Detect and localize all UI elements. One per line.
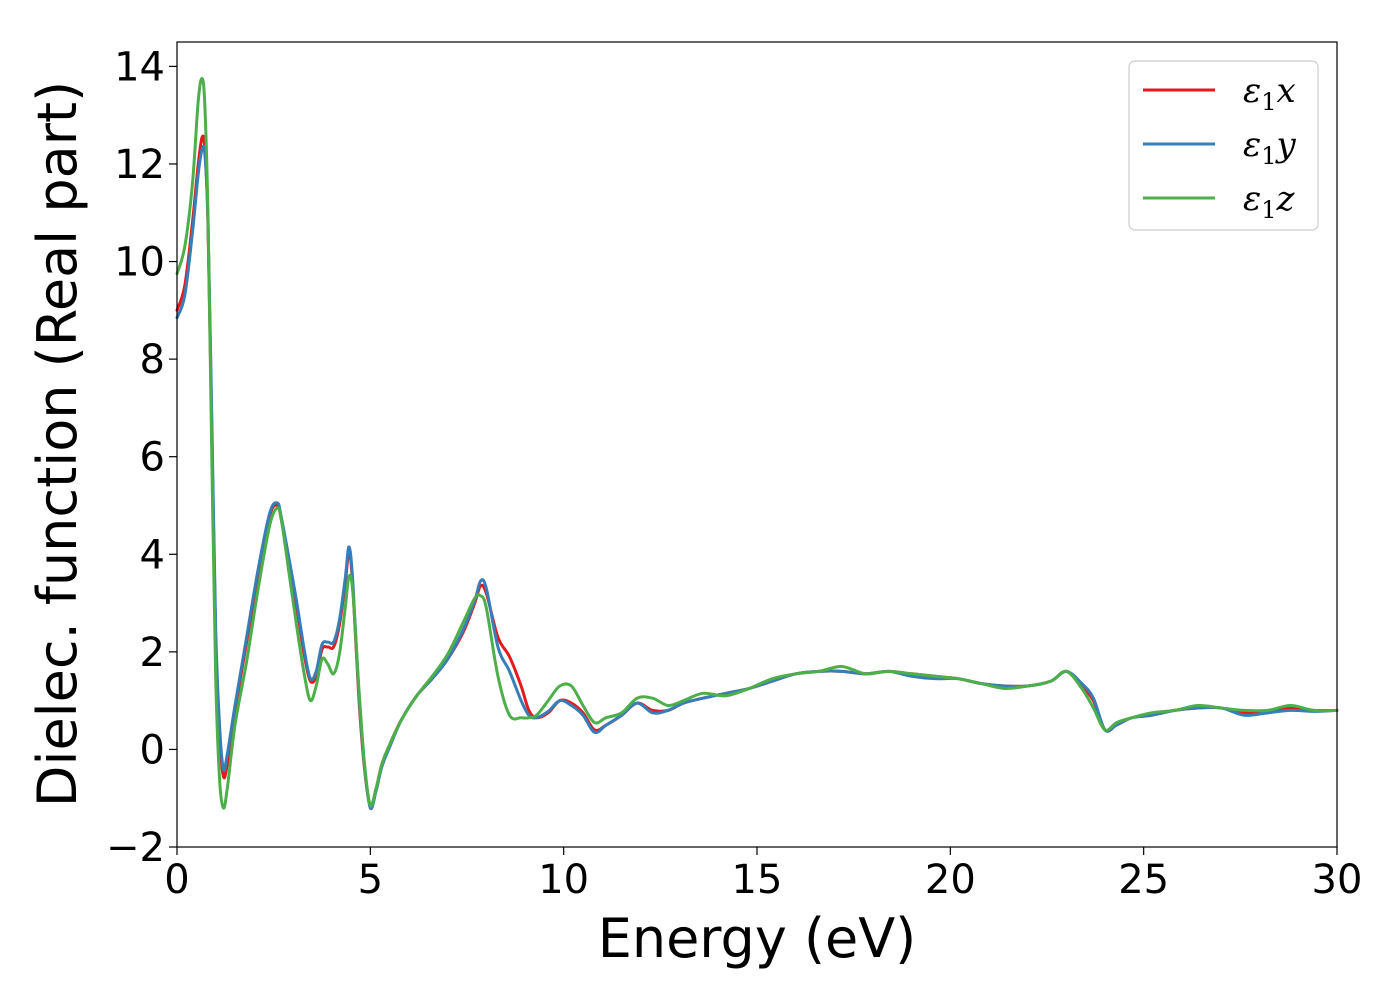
x-tick-label: 10	[538, 857, 589, 903]
y-tick-label: 12	[114, 142, 165, 188]
series-layer	[175, 77, 1339, 811]
legend-label: ε1y	[1243, 125, 1297, 170]
y-tick-label: 6	[140, 435, 165, 481]
y-tick-label: −2	[106, 825, 165, 871]
x-tick-label: 20	[925, 857, 976, 903]
x-tick-label: 5	[358, 857, 383, 903]
y-tick-label: 8	[140, 337, 165, 383]
legend-label: ε1z	[1243, 179, 1296, 224]
x-axis-title: Energy (eV)	[598, 907, 917, 970]
legend-item-y: ε1y	[1143, 125, 1297, 170]
legend-item-x: ε1x	[1143, 71, 1296, 116]
legend-item-z: ε1z	[1143, 179, 1296, 224]
legend-items: ε1x ε1y ε1z	[1143, 71, 1297, 224]
legend: ε1x ε1y ε1z	[1128, 60, 1319, 231]
y-tick-label: 0	[140, 727, 165, 773]
y-axis: −2 0 2 4 6 8 10 12 14	[106, 44, 177, 871]
y-tick-label: 14	[114, 44, 165, 90]
x-tick-label: 15	[732, 857, 783, 903]
x-tick-label: 25	[1118, 857, 1169, 903]
y-tick-label: 4	[140, 532, 165, 578]
y-axis-title: Dielec. function (Real part)	[26, 81, 89, 807]
x-tick-label: 30	[1312, 857, 1363, 903]
legend-frame	[1128, 60, 1319, 231]
x-tick-label: 0	[164, 857, 189, 903]
series-line-z	[175, 77, 1339, 810]
y-tick-label: 2	[140, 630, 165, 676]
y-tick-label: 10	[114, 240, 165, 286]
x-axis: 0 5 10 15 20 25 30	[164, 847, 1362, 903]
legend-label: ε1x	[1243, 71, 1296, 116]
